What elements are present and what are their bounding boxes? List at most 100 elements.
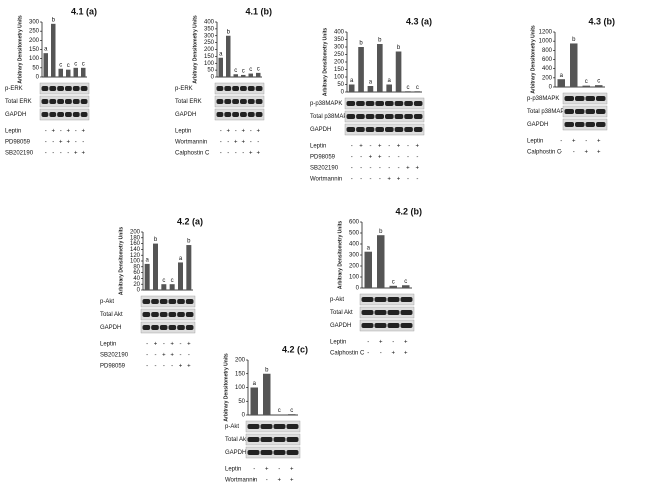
blot-band	[224, 112, 232, 117]
treatment-sign: -	[369, 144, 371, 150]
blot-label: Total ERK	[175, 99, 202, 105]
blot-band	[177, 325, 185, 330]
blot-band	[41, 99, 49, 104]
significance-letter: b	[265, 367, 269, 373]
y-tick-label: 400	[542, 66, 553, 72]
significance-letter: c	[162, 278, 165, 284]
y-tick-label: 200	[334, 60, 345, 66]
blot-band	[80, 112, 88, 117]
blot-band	[413, 114, 423, 119]
blot-label: Total p38MAPK	[527, 109, 568, 115]
blot-band	[216, 112, 224, 117]
y-tick-label: 400	[204, 20, 215, 26]
blot-band	[247, 86, 255, 91]
treatment-sign: -	[266, 478, 268, 484]
blot-band	[346, 114, 356, 119]
blot-band	[185, 312, 194, 317]
blot-band	[65, 99, 72, 104]
treatment-sign: -	[367, 340, 369, 346]
treatment-sign: -	[573, 150, 575, 156]
treatment-sign: -	[392, 340, 394, 346]
y-tick-label: 600	[349, 220, 360, 226]
significance-letter: c	[597, 79, 600, 85]
treatment-sign: +	[406, 166, 410, 172]
treatment-sign: +	[597, 150, 601, 156]
y-tick-label: 100	[204, 61, 215, 67]
blot-frame	[344, 123, 425, 136]
treatment-sign: -	[416, 155, 418, 161]
blot-frame	[140, 321, 196, 334]
bar	[386, 84, 392, 92]
blot-band	[361, 297, 374, 302]
treatment-sign: -	[163, 342, 165, 348]
y-tick-label: 200	[130, 230, 141, 236]
significance-letter: b	[379, 229, 383, 235]
treatment-sign: +	[290, 478, 294, 484]
blot-band	[151, 312, 159, 317]
blot-band	[404, 127, 413, 132]
y-tick-label: 180	[130, 235, 141, 241]
treatment-sign: +	[265, 467, 269, 473]
y-tick-label: 300	[29, 20, 40, 26]
bar	[288, 414, 296, 415]
blot-band	[585, 96, 595, 101]
blot-band	[394, 101, 404, 106]
treatment-sign: +	[51, 129, 55, 135]
y-tick-label: 40	[133, 276, 140, 282]
blot-band	[65, 112, 72, 117]
blot-label: GAPDH	[5, 112, 26, 118]
treatment-sign: -	[52, 140, 54, 146]
blot-band	[374, 297, 387, 302]
y-tick-label: 100	[334, 75, 345, 81]
blot-band	[346, 101, 356, 106]
blot-label: GAPDH	[527, 122, 548, 128]
treatment-sign: +	[226, 129, 230, 135]
treatment-name: Wortmannin	[310, 177, 342, 183]
y-tick-label: 600	[542, 57, 553, 63]
treatment-sign: +	[74, 151, 78, 157]
bar	[263, 373, 271, 415]
blot-band	[585, 109, 595, 114]
y-tick-label: 120	[130, 253, 141, 259]
treatment-name: SB202190	[5, 151, 34, 157]
treatment-sign: -	[180, 353, 182, 359]
treatment-sign: -	[407, 155, 409, 161]
treatment-sign: -	[560, 139, 562, 145]
bar	[51, 23, 56, 77]
blot-label: p-Akt	[330, 297, 344, 303]
treatment-name: PD98059	[5, 140, 31, 146]
bar	[248, 73, 253, 77]
blot-label: Total ERK	[5, 99, 32, 105]
blot-label: GAPDH	[330, 323, 351, 329]
blot-label: GAPDH	[310, 127, 331, 133]
blot-band	[400, 310, 413, 315]
blot-band	[232, 99, 239, 104]
bar	[348, 84, 355, 92]
blot-band	[177, 312, 185, 317]
significance-letter: b	[572, 37, 576, 43]
treatment-sign: -	[235, 151, 237, 157]
blot-frame	[214, 95, 265, 108]
y-axis-label: Arbitrary Densitometry Units	[17, 15, 23, 84]
blot-band	[273, 424, 286, 429]
significance-letter: a	[253, 381, 257, 387]
blot-frame	[214, 82, 265, 95]
panel-title: 4.2 (c)	[282, 344, 308, 354]
treatment-sign: -	[75, 129, 77, 135]
y-tick-label: 0	[242, 413, 246, 419]
significance-letter: b	[378, 38, 382, 44]
y-tick-label: 0	[549, 85, 553, 91]
blot-band	[80, 99, 88, 104]
treatment-sign: -	[388, 166, 390, 172]
significance-letter: a	[44, 47, 48, 53]
blot-band	[365, 101, 375, 106]
bar	[405, 91, 411, 92]
blot-band	[247, 112, 255, 117]
blot-band	[232, 86, 239, 91]
treatment-sign: -	[380, 351, 382, 357]
bar	[377, 235, 385, 288]
treatment-sign: -	[242, 151, 244, 157]
blot-label: Total Akt	[100, 312, 123, 318]
treatment-sign: +	[379, 340, 383, 346]
blot-band	[57, 112, 64, 117]
